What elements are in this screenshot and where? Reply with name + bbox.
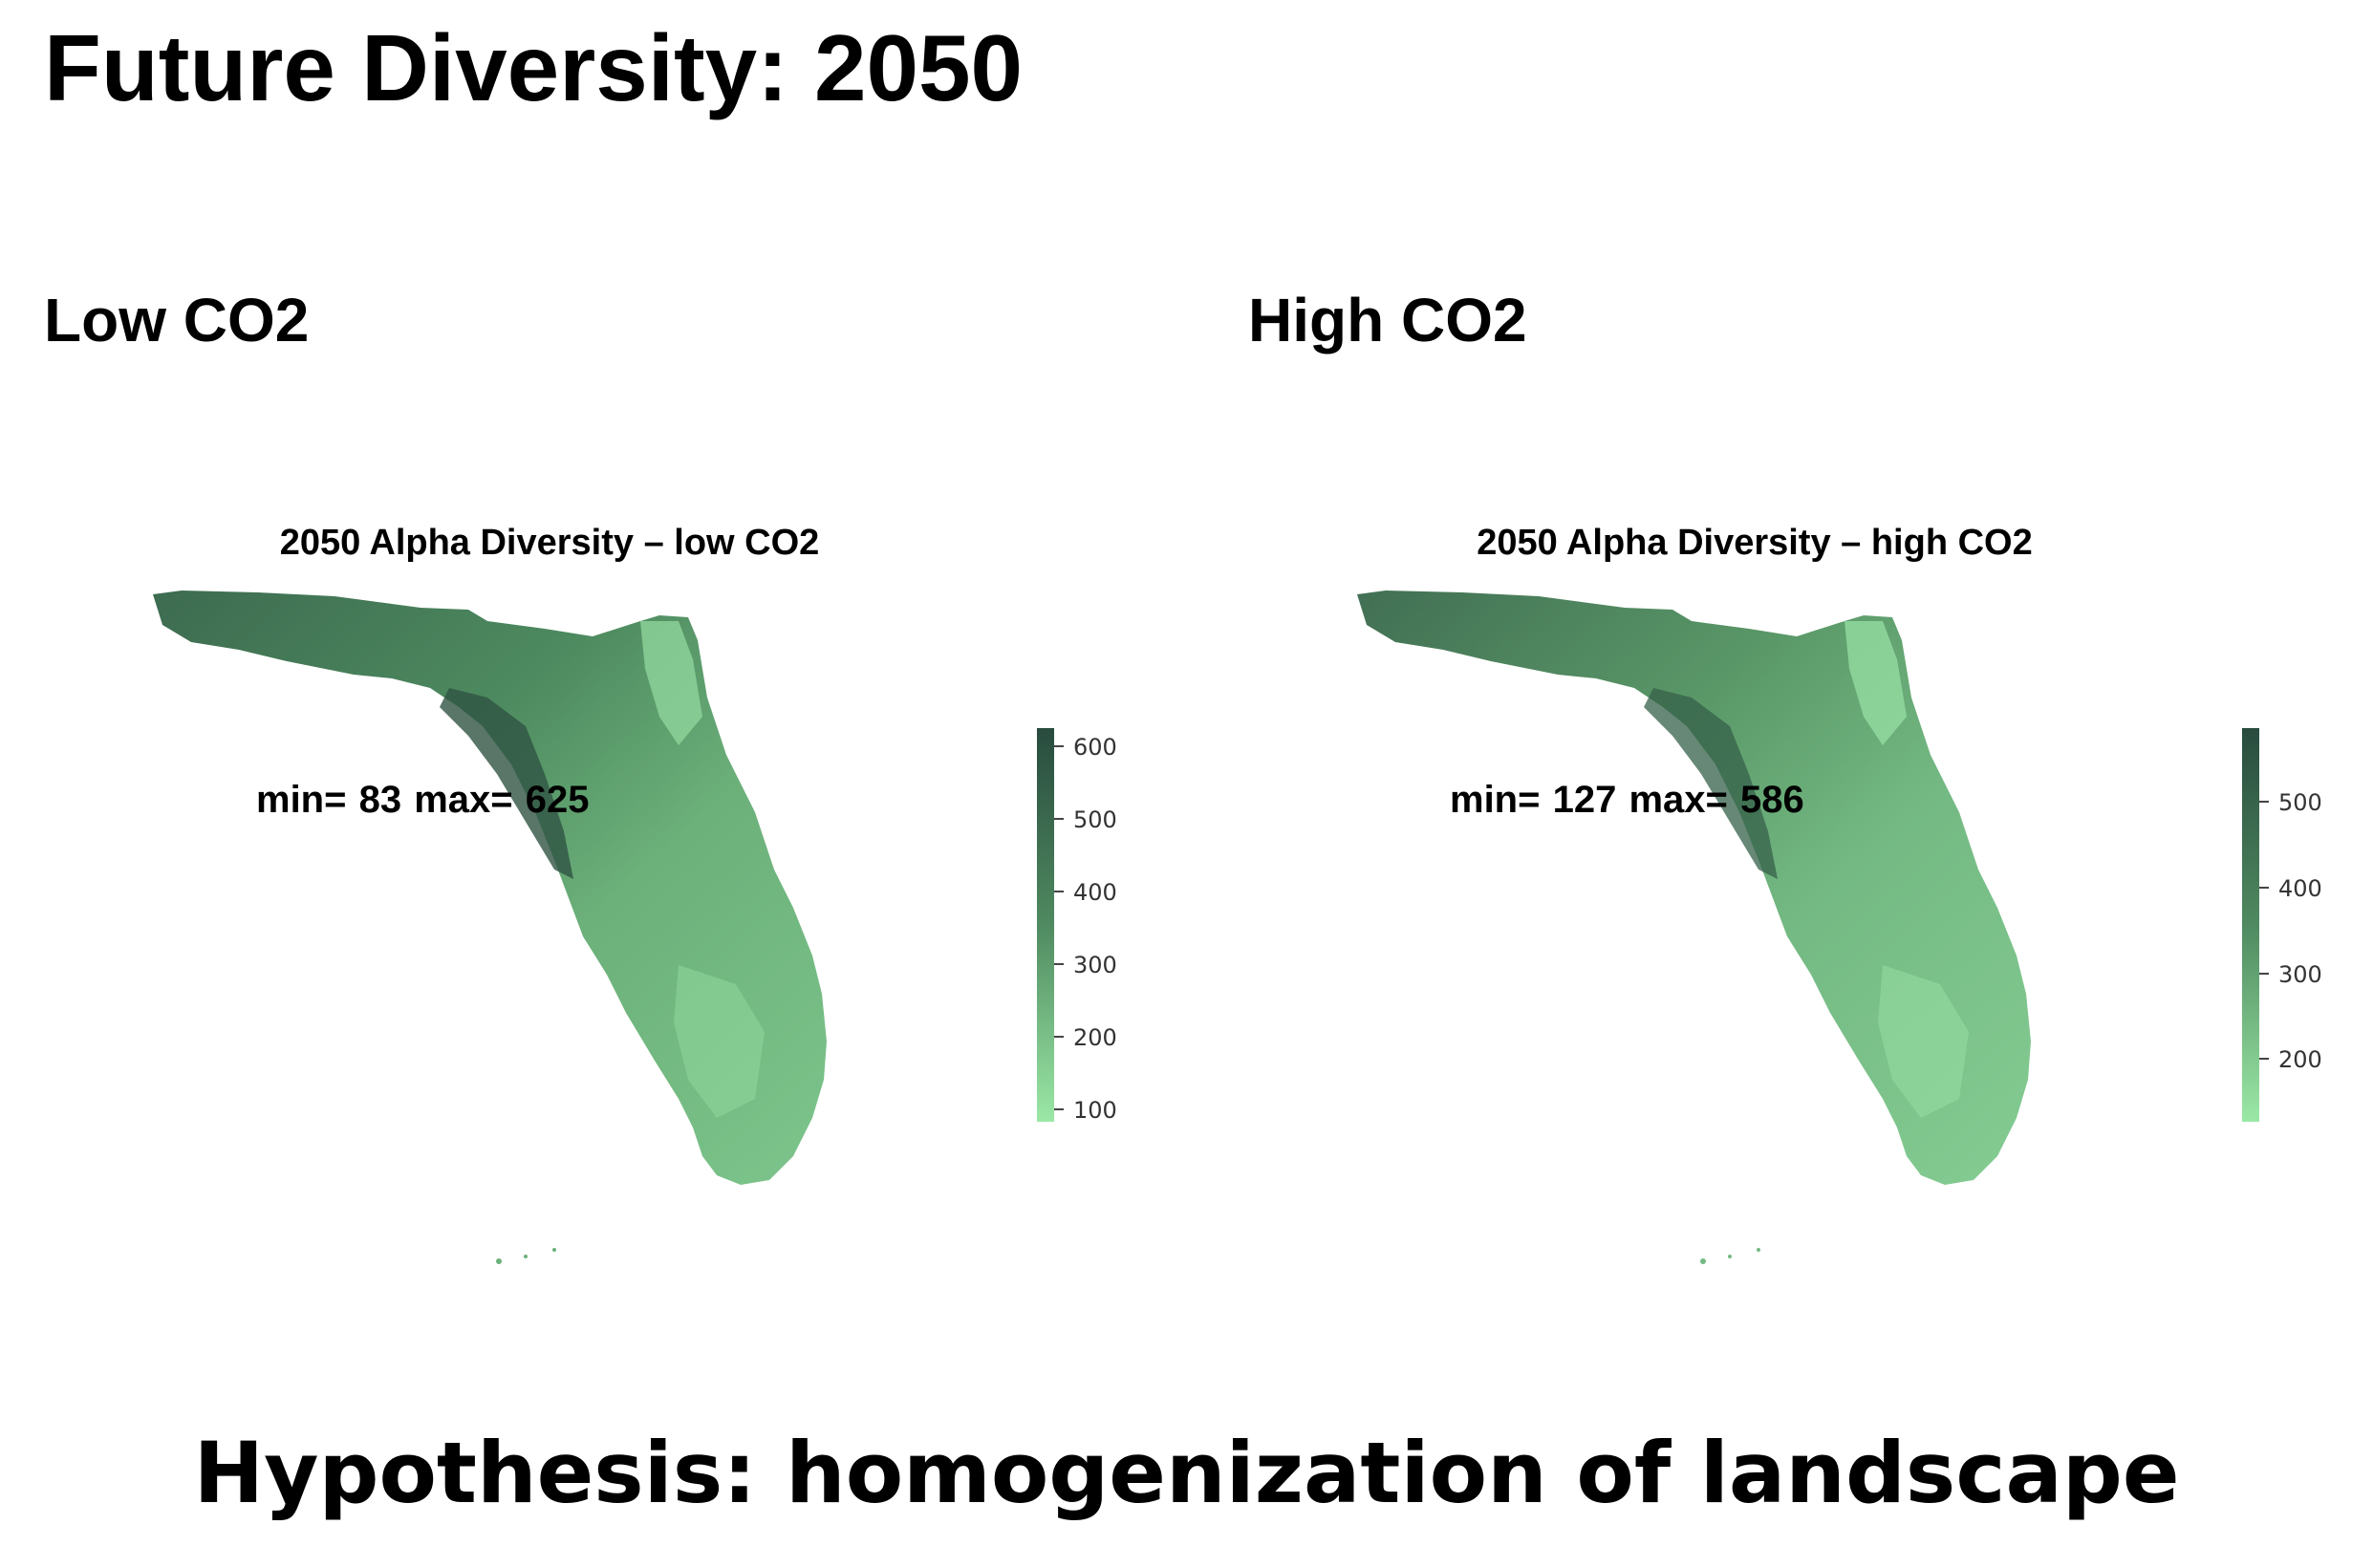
high-co2-map-title: 2050 Alpha Diversity – high CO2 xyxy=(1477,523,2033,563)
florida-shape xyxy=(153,591,827,1185)
slide-title: Future Diversity: 2050 xyxy=(44,15,1023,120)
light-diversity-patch xyxy=(674,965,765,1118)
low-co2-min-max: min= 83 max= 625 xyxy=(256,779,590,821)
colorbar-tick-label: 600 xyxy=(1073,734,1117,761)
colorbar-tick-label: 300 xyxy=(2278,960,2322,988)
colorbar-tick-label: 500 xyxy=(2278,789,2322,817)
low-co2-diversity-map xyxy=(153,591,827,1264)
high-co2-diversity-map xyxy=(1357,591,2031,1264)
low-co2-map-title: 2050 Alpha Diversity – low CO2 xyxy=(279,523,820,563)
hypothesis-text: Hypothesis: homogenization of landscape xyxy=(193,1424,2180,1522)
florida-shape xyxy=(1357,591,2031,1185)
light-diversity-band xyxy=(1844,621,1907,745)
high-co2-min-max: min= 127 max= 586 xyxy=(1450,779,1804,821)
colorbar-tick-label: 200 xyxy=(1073,1024,1117,1052)
colorbar-tick-label: 400 xyxy=(2278,874,2322,902)
colorbar-tick-label: 400 xyxy=(1073,879,1117,907)
high-co2-heading: High CO2 xyxy=(1248,286,1527,354)
low-co2-heading: Low CO2 xyxy=(44,286,310,354)
colorbar-tick-label: 100 xyxy=(1073,1097,1117,1125)
dark-diversity-band xyxy=(440,688,573,879)
colorbar-tick-label: 300 xyxy=(1073,952,1117,979)
colorbar-tick-label: 200 xyxy=(2278,1046,2322,1074)
light-diversity-patch xyxy=(1878,965,1969,1118)
high-co2-colorbar: 200 300 400 500 xyxy=(2242,728,2322,1122)
colorbar-tick-label: 500 xyxy=(1073,806,1117,834)
dark-diversity-band xyxy=(1644,688,1778,879)
low-co2-colorbar: 100 200 300 400 500 600 xyxy=(1037,728,1117,1124)
light-diversity-band xyxy=(640,621,702,745)
